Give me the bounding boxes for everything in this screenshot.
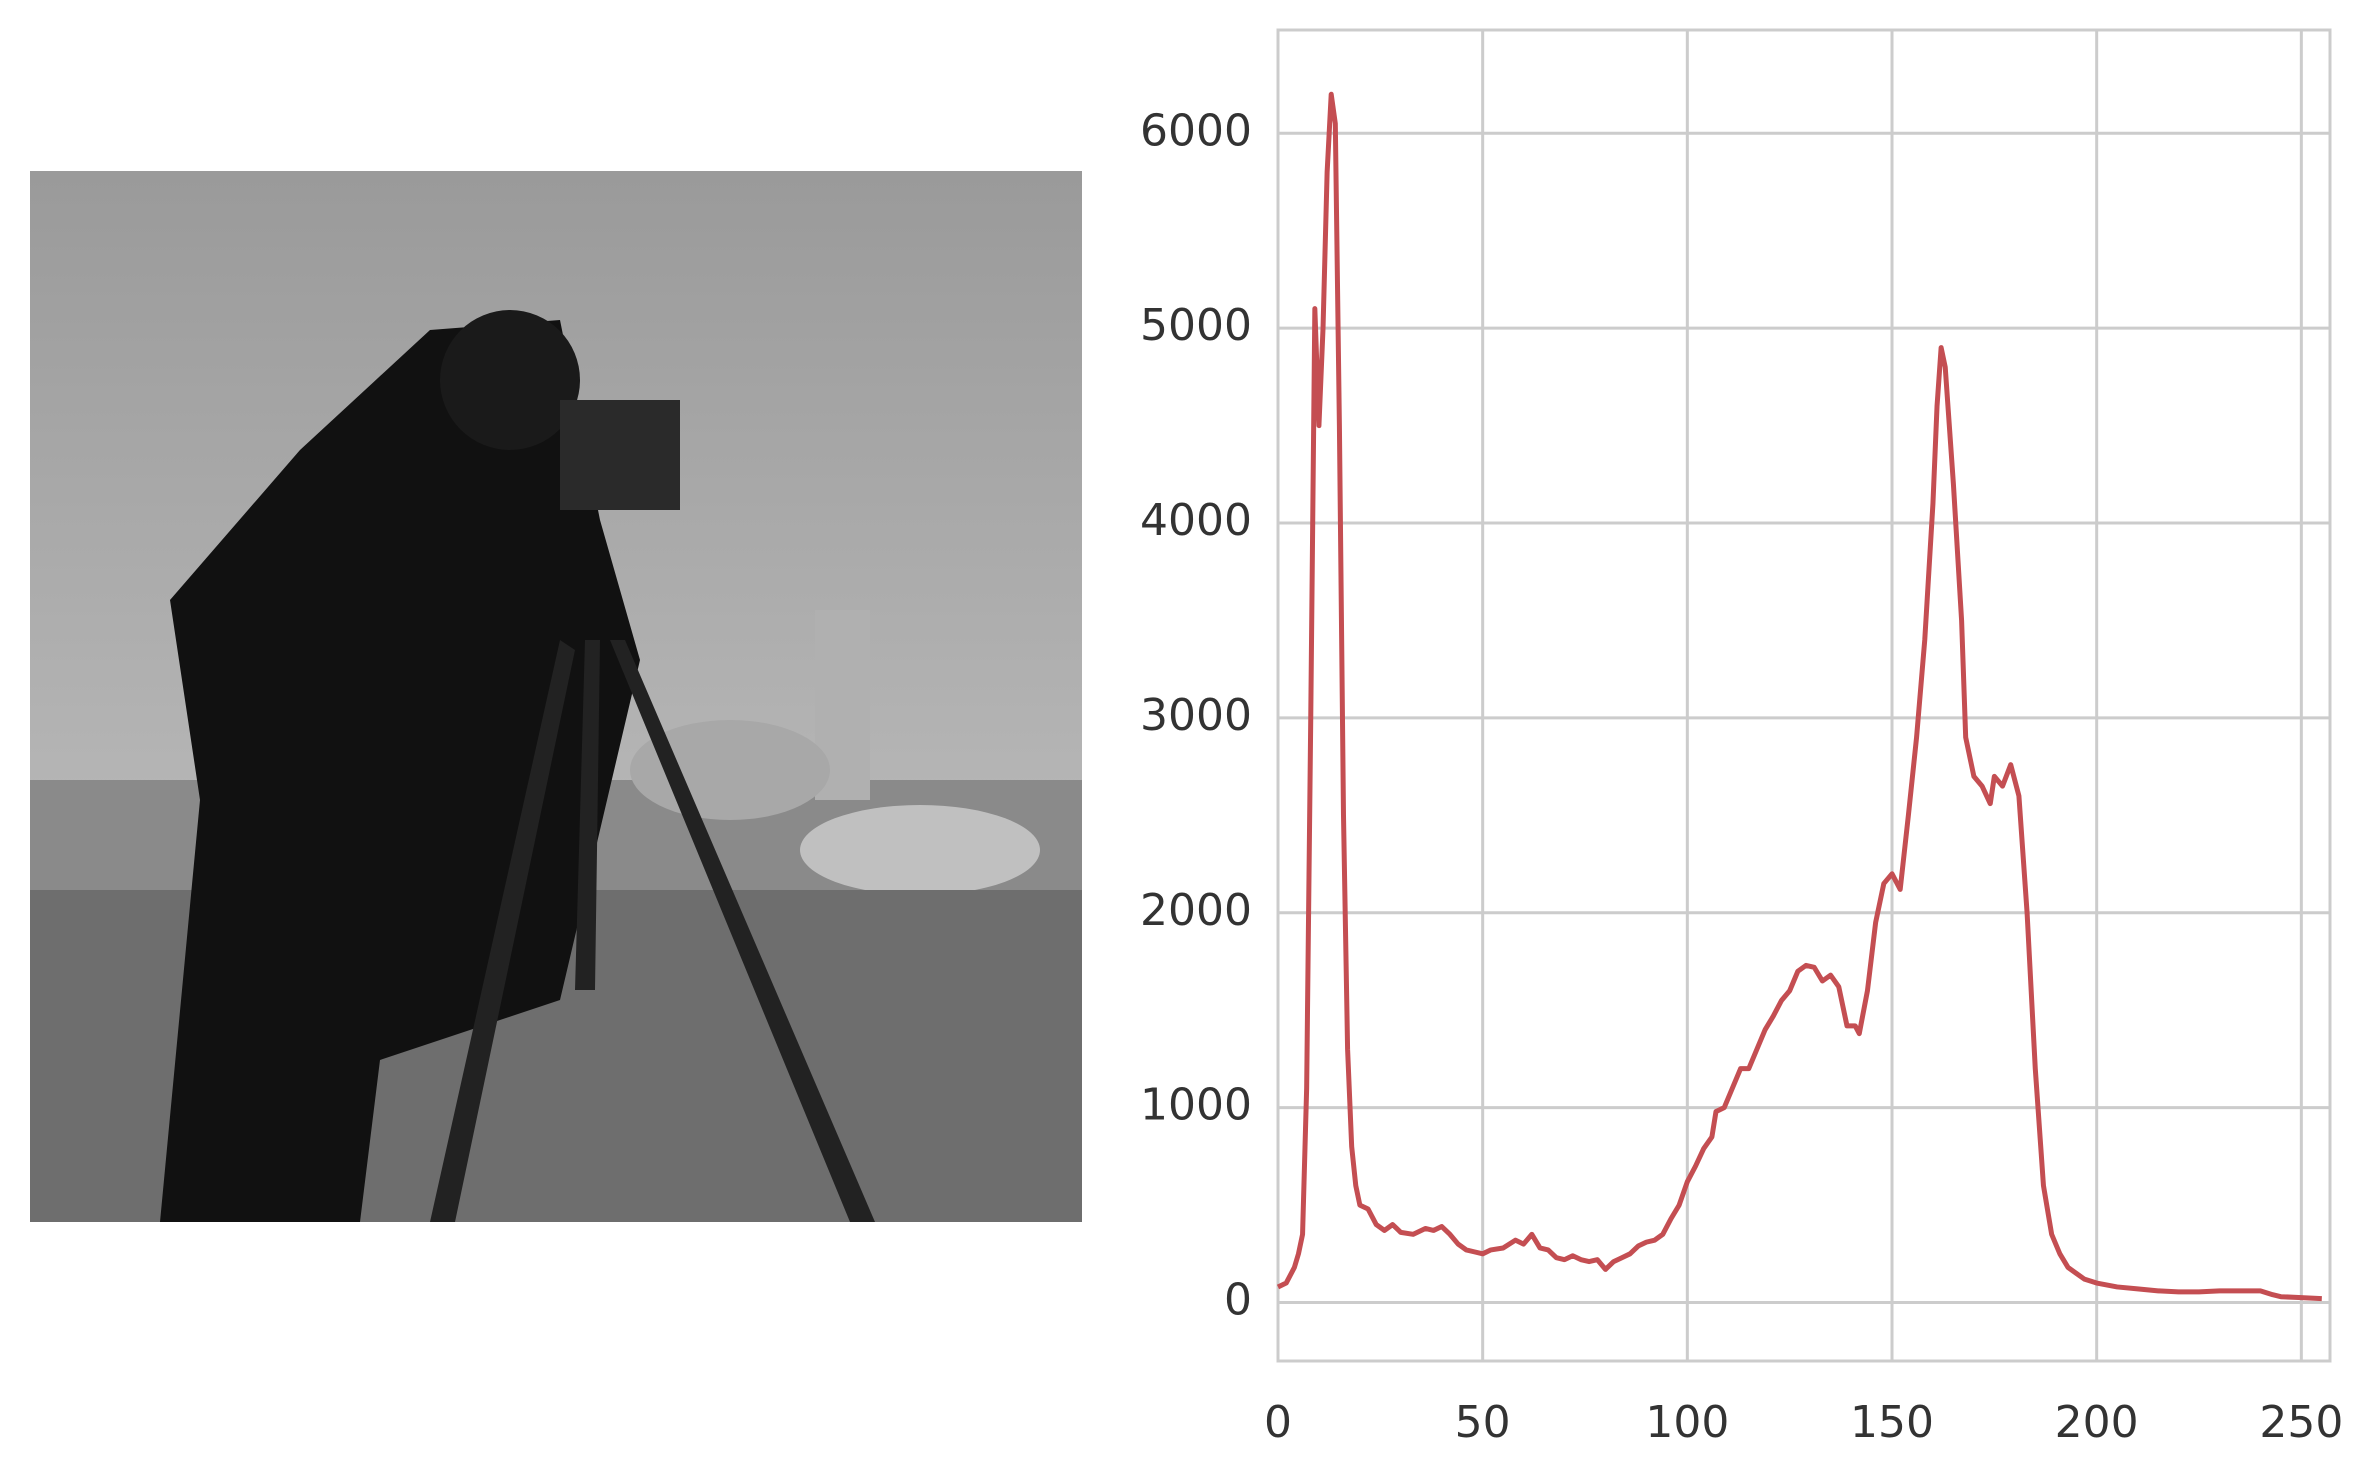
y-tick-label: 2000 xyxy=(1140,885,1252,936)
y-tick-label: 5000 xyxy=(1140,300,1252,351)
x-tick-label: 50 xyxy=(1455,1397,1511,1448)
x-tick-label: 150 xyxy=(1850,1397,1934,1448)
y-tick-label: 1000 xyxy=(1140,1080,1252,1131)
photo xyxy=(30,171,1082,1222)
y-tick-label: 0 xyxy=(1224,1275,1252,1326)
y-tick-label: 3000 xyxy=(1140,690,1252,741)
data-line xyxy=(1276,91,2322,1302)
plot-frame xyxy=(1276,28,2332,1363)
y-tick-label: 6000 xyxy=(1140,105,1252,156)
plot-area: 0 1000 2000 3000 4000 5000 6000 0 50 100 150 200 250 xyxy=(1140,28,2343,1448)
x-tick-label: 200 xyxy=(2055,1397,2139,1448)
x-tick-label: 250 xyxy=(2259,1397,2343,1448)
y-tick-label: 4000 xyxy=(1140,495,1252,546)
x-tick-label: 100 xyxy=(1645,1397,1729,1448)
x-tick-label: 0 xyxy=(1264,1397,1292,1448)
